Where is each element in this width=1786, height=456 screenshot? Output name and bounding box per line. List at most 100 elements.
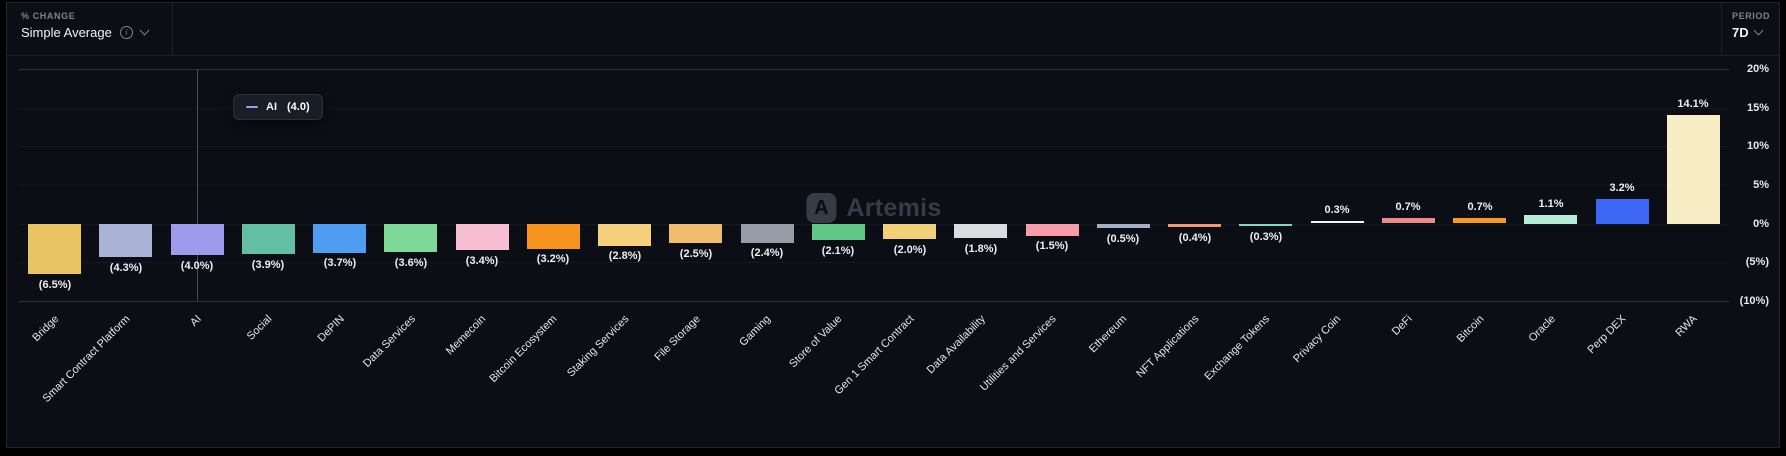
bar-value-label: (0.4%) (1178, 232, 1212, 244)
bar-value-label: 0.3% (1324, 204, 1350, 216)
bar-value-label: (2.5%) (679, 248, 713, 260)
period-value: 7D (1732, 25, 1749, 40)
bar-value-label: (4.0%) (180, 260, 214, 272)
metric-label: % CHANGE (21, 11, 76, 21)
gridline (19, 108, 1729, 109)
bar-privacy-coin[interactable] (1311, 221, 1364, 223)
x-axis-label: Social (244, 313, 275, 343)
x-axis-label: Oracle (1526, 313, 1558, 345)
bar-value-label: (3.9%) (251, 259, 285, 271)
tooltip-value: (4.0) (287, 101, 310, 113)
bar-oracle[interactable] (1524, 215, 1577, 224)
x-axis-label: Bridge (30, 313, 62, 344)
bar-value-label: (2.8%) (608, 250, 642, 262)
y-axis-tick-label: 15% (1746, 102, 1769, 114)
bar-social[interactable] (242, 224, 295, 254)
bar-value-label: 0.7% (1395, 201, 1421, 213)
chevron-down-icon (1753, 25, 1764, 36)
tooltip: AI (4.0) (233, 94, 323, 120)
artemis-watermark: A Artemis (806, 193, 941, 223)
bar-value-label: (3.6%) (394, 257, 428, 269)
bar-value-label: (2.4%) (750, 247, 784, 259)
bar-value-label: (3.2%) (536, 253, 570, 265)
chart-header: % CHANGE Simple Average i PERIOD 7D (7, 3, 1779, 56)
metric-value: Simple Average (21, 25, 112, 40)
bar-value-label: (3.7%) (323, 257, 357, 269)
x-axis-label: Privacy Coin (1291, 313, 1344, 366)
bar-value-label: (0.3%) (1249, 231, 1283, 243)
bar-value-label: 0.7% (1467, 201, 1493, 213)
bar-bitcoin-ecosystem[interactable] (527, 224, 580, 249)
bar-perp-dex[interactable] (1596, 199, 1649, 224)
info-icon[interactable]: i (119, 26, 133, 39)
bar-value-label: (2.0%) (893, 244, 927, 256)
x-axis-label: Gaming (737, 313, 774, 349)
bar-value-label: (1.8%) (964, 243, 998, 255)
bar-chart: A Artemis AI (4.0) 20% 15% 10% 5% 0% (5%) (10%… (7, 56, 1779, 447)
x-axis-label: DePIN (315, 313, 347, 345)
x-axis-label: Utilities and Services (977, 313, 1059, 394)
bar-defi[interactable] (1382, 218, 1435, 223)
bar-value-label: (1.5%) (1035, 240, 1069, 252)
bar-nft-applications[interactable] (1168, 224, 1221, 227)
artemis-logo-icon: A (806, 193, 837, 223)
gridline (19, 262, 1729, 263)
x-axis-label: Store of Value (787, 313, 845, 371)
x-axis-label: Ethereum (1087, 313, 1130, 356)
bar-value-label: (6.5%) (38, 279, 72, 291)
x-axis-label: Bitcoin Ecosystem (487, 313, 560, 386)
bar-value-label: (0.5%) (1106, 233, 1140, 245)
y-axis-tick-label: 20% (1746, 63, 1769, 75)
bar-gaming[interactable] (741, 224, 794, 243)
bar-value-label: 3.2% (1609, 182, 1635, 194)
x-axis-label: Gen 1 Smart Contract (832, 313, 917, 398)
bar-value-label: (3.4%) (465, 255, 499, 267)
series-marker-icon (246, 106, 258, 108)
x-axis-label: NFT Applications (1134, 313, 1202, 381)
bar-bitcoin[interactable] (1453, 218, 1506, 223)
x-axis-label: RWA (1673, 313, 1700, 340)
bar-ethereum[interactable] (1097, 224, 1150, 228)
y-axis-tick-label: (10%) (1739, 295, 1769, 307)
bar-utilities-and-services[interactable] (1026, 224, 1079, 236)
period-label: PERIOD (1732, 11, 1771, 21)
bar-data-availability[interactable] (954, 224, 1007, 238)
bar-staking-services[interactable] (598, 224, 651, 246)
metric-selector[interactable]: % CHANGE Simple Average i (7, 3, 173, 55)
bar-exchange-tokens[interactable] (1239, 224, 1292, 226)
bar-memecoin[interactable] (456, 224, 509, 250)
bar-store-of-value[interactable] (812, 224, 865, 240)
gridline (19, 146, 1729, 147)
gridline (19, 69, 1729, 70)
chart-panel: % CHANGE Simple Average i PERIOD 7D A Ar… (6, 2, 1780, 448)
x-axis-label: Data Availability (924, 313, 988, 377)
bar-value-label: 14.1% (1677, 98, 1709, 110)
x-axis-label: File Storage (652, 313, 703, 364)
bar-ai[interactable] (171, 224, 224, 255)
x-axis-label: AI (187, 313, 204, 329)
x-axis-label: DeFi (1389, 313, 1415, 338)
period-selector[interactable]: PERIOD 7D (1721, 3, 1779, 55)
bar-data-services[interactable] (384, 224, 437, 252)
x-axis-label: Bitcoin (1454, 313, 1487, 345)
y-axis-tick-label: 0% (1753, 218, 1769, 230)
gridline (19, 185, 1729, 186)
bar-depin[interactable] (313, 224, 366, 253)
x-axis-label: Memecoin (444, 313, 489, 358)
crosshair-line (197, 69, 198, 301)
bar-smart-contract-platform[interactable] (99, 224, 152, 257)
bar-file-storage[interactable] (669, 224, 722, 243)
chevron-down-icon (139, 25, 150, 36)
bar-rwa[interactable] (1667, 115, 1720, 224)
y-axis-tick-label: (5%) (1745, 256, 1769, 268)
bar-value-label: (4.3%) (109, 262, 143, 274)
y-axis-tick-label: 10% (1746, 140, 1769, 152)
bar-value-label: (2.1%) (821, 245, 855, 257)
bar-bridge[interactable] (28, 224, 81, 274)
x-axis-label: Perp DEX (1585, 313, 1629, 357)
bar-gen-1-smart-contract[interactable] (883, 224, 936, 239)
y-axis-tick-label: 5% (1753, 179, 1769, 191)
watermark-text: Artemis (846, 193, 942, 222)
x-axis-label: Data Services (360, 313, 418, 370)
bar-value-label: 1.1% (1538, 198, 1564, 210)
